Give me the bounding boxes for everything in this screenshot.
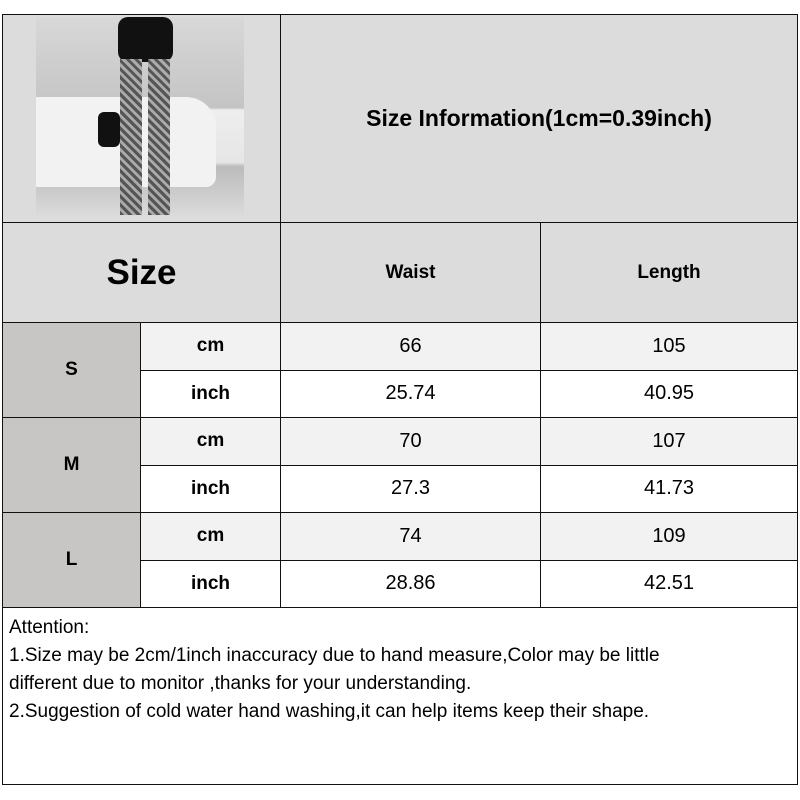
unit-cell-text: inch: [190, 382, 231, 404]
length-value: 40.95: [540, 369, 798, 418]
waist-value-text: 70: [399, 429, 422, 452]
size-label: M: [2, 417, 141, 513]
attention-heading: Attention:: [9, 617, 90, 638]
leg-shape: [148, 59, 170, 215]
size-label-text: S: [65, 359, 78, 380]
unit-cell: cm: [140, 322, 281, 371]
header-size: Size: [2, 222, 281, 323]
unit-cell: inch: [140, 369, 281, 418]
length-value-text: 109: [652, 524, 686, 547]
attention-line: different due to monitor ,thanks for you…: [9, 673, 472, 694]
length-value-text: 107: [652, 429, 686, 452]
product-photo: [36, 17, 244, 219]
header-waist-text: Waist: [385, 261, 436, 283]
header-waist: Waist: [280, 222, 541, 323]
length-value-text: 41.73: [643, 477, 695, 500]
person-top-shape: [118, 17, 173, 62]
length-value-text: 40.95: [643, 382, 695, 405]
unit-cell-text: inch: [190, 477, 231, 499]
length-value-text: 42.51: [643, 572, 695, 595]
waist-value-text: 28.86: [385, 572, 436, 595]
length-value: 42.51: [540, 559, 798, 608]
unit-cell: cm: [140, 417, 281, 466]
attention-line: 1.Size may be 2cm/1inch inaccuracy due t…: [9, 645, 660, 666]
waist-value: 28.86: [280, 559, 541, 608]
unit-cell: inch: [140, 559, 281, 608]
size-label-text: M: [63, 454, 80, 475]
waist-value: 27.3: [280, 464, 541, 513]
unit-cell-text: inch: [190, 572, 231, 594]
size-label-text: L: [65, 549, 78, 570]
waist-value: 74: [280, 512, 541, 561]
title-text: Size Information(1cm=0.39inch): [366, 105, 712, 131]
length-value: 41.73: [540, 464, 798, 513]
size-label: S: [2, 322, 141, 418]
bag-shape: [98, 112, 120, 147]
size-info-title: Size Information(1cm=0.39inch): [280, 14, 798, 223]
length-value: 107: [540, 417, 798, 466]
header-length-text: Length: [637, 261, 701, 283]
length-value: 105: [540, 322, 798, 371]
waist-value: 25.74: [280, 369, 541, 418]
header-size-text: Size: [106, 252, 177, 292]
unit-cell-text: cm: [196, 430, 225, 452]
waist-value-text: 27.3: [391, 477, 430, 500]
attention-line: 2.Suggestion of cold water hand washing,…: [9, 701, 650, 722]
header-length: Length: [540, 222, 798, 323]
unit-cell: inch: [140, 464, 281, 513]
attention-notes: Attention: 1.Size may be 2cm/1inch inacc…: [2, 607, 798, 785]
length-value-text: 105: [652, 334, 686, 357]
waist-value: 70: [280, 417, 541, 466]
waist-value-text: 25.74: [385, 382, 436, 405]
length-value: 109: [540, 512, 798, 561]
unit-cell-text: cm: [196, 335, 225, 357]
leg-shape: [120, 59, 142, 215]
unit-cell-text: cm: [196, 525, 225, 547]
waist-value: 66: [280, 322, 541, 371]
unit-cell: cm: [140, 512, 281, 561]
size-label: L: [2, 512, 141, 608]
waist-value-text: 74: [399, 524, 422, 547]
waist-value-text: 66: [399, 334, 422, 357]
